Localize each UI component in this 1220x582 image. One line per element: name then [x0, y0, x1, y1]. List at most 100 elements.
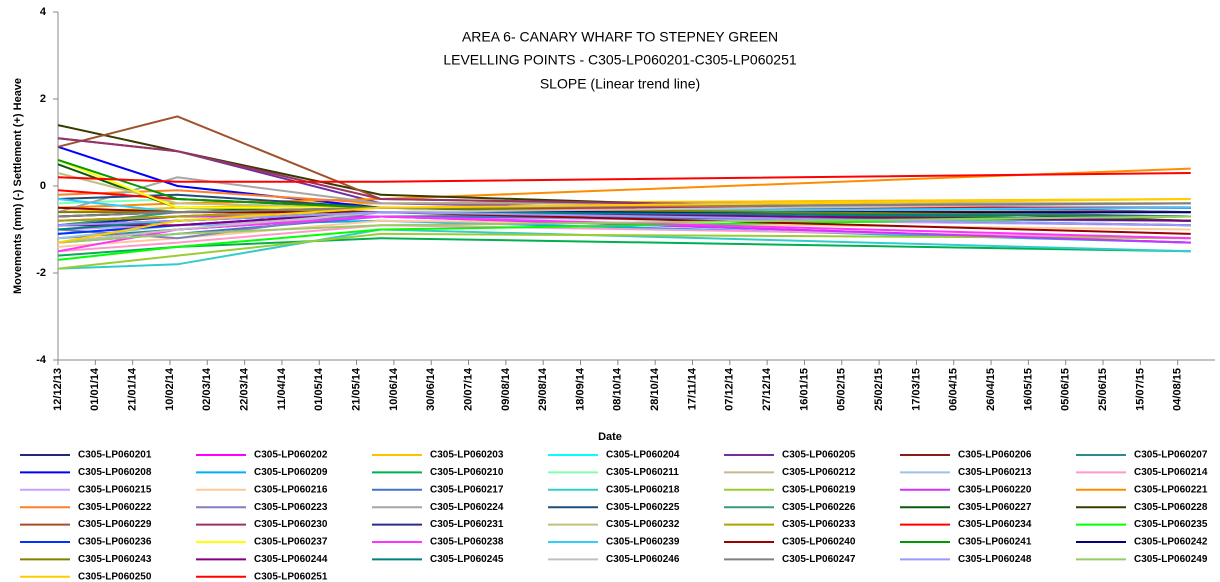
legend-label: C305-LP060249 [1134, 554, 1208, 565]
series-line [57, 172, 1191, 183]
legend-label: C305-LP060237 [254, 537, 328, 548]
legend-label: C305-LP060231 [430, 519, 504, 530]
x-axis-label: Date [598, 431, 622, 443]
legend-label: C305-LP060222 [78, 502, 152, 513]
x-tick-label: 10/06/14 [388, 367, 400, 411]
y-tick-label: -2 [36, 267, 46, 279]
legend-label: C305-LP060233 [782, 519, 856, 530]
legend-label: C305-LP060245 [430, 554, 504, 565]
legend-label: C305-LP060244 [254, 554, 328, 565]
legend-label: C305-LP060202 [254, 450, 328, 461]
legend-label: C305-LP060220 [958, 484, 1032, 495]
x-tick-label: 16/01/15 [798, 368, 810, 411]
legend-label: C305-LP060213 [958, 467, 1032, 478]
legend-label: C305-LP060203 [430, 450, 504, 461]
x-tick-label: 05/06/15 [1060, 368, 1072, 411]
x-tick-label: 25/02/15 [873, 368, 885, 411]
x-tick-label: 01/05/14 [313, 367, 325, 411]
legend-label: C305-LP060205 [782, 450, 856, 461]
x-tick-label: 22/03/14 [239, 367, 251, 411]
x-tick-label: 26/04/15 [985, 368, 997, 411]
legend-label: C305-LP060201 [78, 450, 152, 461]
series-line [57, 228, 1191, 270]
legend-label: C305-LP060221 [1134, 484, 1208, 495]
legend-label: C305-LP060211 [606, 467, 679, 478]
x-tick-label: 17/03/15 [910, 368, 922, 411]
x-tick-label: 10/02/14 [164, 367, 176, 411]
y-tick-label: 2 [40, 93, 46, 105]
series-line [57, 215, 1191, 244]
legend-label: C305-LP060215 [78, 484, 152, 495]
chart-subtitle: SLOPE (Linear trend line) [540, 76, 700, 92]
x-tick-label: 18/09/14 [574, 367, 586, 411]
chart-title: AREA 6- CANARY WHARF TO STEPNEY GREEN [462, 29, 778, 45]
legend-label: C305-LP060240 [782, 537, 856, 548]
x-tick-label: 17/11/14 [686, 367, 698, 410]
legend-label: C305-LP060229 [78, 519, 152, 530]
chart-subtitle: LEVELLING POINTS - C305-LP060201-C305-LP… [443, 52, 797, 68]
x-tick-label: 01/01/14 [89, 367, 101, 411]
y-tick-label: 0 [40, 180, 46, 192]
x-tick-label: 07/12/14 [724, 367, 736, 411]
x-tick-label: 02/03/14 [201, 367, 213, 411]
legend-label: C305-LP060217 [430, 484, 504, 495]
x-tick-label: 28/10/14 [649, 367, 661, 411]
x-tick-label: 11/04/14 [276, 367, 288, 410]
series-line [57, 215, 1191, 253]
series-line [57, 206, 1191, 235]
legend-label: C305-LP060208 [78, 467, 152, 478]
legend-label: C305-LP060209 [254, 467, 328, 478]
x-tick-label: 09/08/14 [500, 367, 512, 411]
legend-label: C305-LP060216 [254, 484, 328, 495]
series-line [57, 211, 1191, 227]
x-tick-label: 06/04/15 [948, 368, 960, 411]
legend-label: C305-LP060248 [958, 554, 1032, 565]
legend-label: C305-LP060227 [958, 502, 1032, 513]
series-line [57, 202, 1191, 244]
x-tick-label: 12/12/13 [52, 368, 64, 411]
x-tick-label: 20/07/14 [462, 367, 474, 411]
legend-label: C305-LP060251 [254, 571, 328, 582]
legend-label: C305-LP060238 [430, 537, 504, 548]
series-line [57, 198, 1191, 244]
series-line [57, 202, 1191, 218]
legend-label: C305-LP060241 [958, 537, 1032, 548]
legend-label: C305-LP060219 [782, 484, 856, 495]
legend-label: C305-LP060214 [1134, 467, 1208, 478]
legend-label: C305-LP060230 [254, 519, 328, 530]
legend-label: C305-LP060235 [1134, 519, 1208, 530]
legend-label: C305-LP060247 [782, 554, 856, 565]
x-tick-label: 08/10/14 [612, 367, 624, 411]
legend-label: C305-LP060250 [78, 571, 152, 582]
y-tick-label: 4 [40, 6, 47, 18]
legend-label: C305-LP060228 [1134, 502, 1208, 513]
series-line [57, 224, 1191, 253]
x-tick-label: 29/08/14 [537, 367, 549, 411]
legend-label: C305-LP060246 [606, 554, 680, 565]
legend-label: C305-LP060243 [78, 554, 152, 565]
x-tick-label: 27/12/14 [761, 367, 773, 411]
legend-label: C305-LP060207 [1134, 450, 1208, 461]
legend-label: C305-LP060210 [430, 467, 504, 478]
legend-label: C305-LP060212 [782, 467, 856, 478]
legend-label: C305-LP060236 [78, 537, 152, 548]
legend-label: C305-LP060223 [254, 502, 328, 513]
legend-label: C305-LP060226 [782, 502, 856, 513]
x-tick-label: 05/02/15 [836, 368, 848, 411]
legend-label: C305-LP060232 [606, 519, 680, 530]
x-tick-label: 21/05/14 [350, 367, 362, 411]
x-tick-label: 21/01/14 [127, 367, 139, 411]
legend-label: C305-LP060239 [606, 537, 680, 548]
legend-label: C305-LP060225 [606, 502, 680, 513]
title-box [400, 26, 840, 98]
legend-label: C305-LP060234 [958, 519, 1032, 530]
y-axis-label: Movements (mm) (-) Settlement (+) Heave [12, 78, 24, 294]
legend-label: C305-LP060242 [1134, 537, 1208, 548]
legend-label: C305-LP060204 [606, 450, 680, 461]
x-tick-label: 04/08/15 [1172, 368, 1184, 411]
legend-label: C305-LP060224 [430, 502, 504, 513]
x-tick-label: 15/07/15 [1134, 368, 1146, 411]
y-tick-label: -4 [36, 354, 47, 366]
series-line [57, 232, 1191, 270]
